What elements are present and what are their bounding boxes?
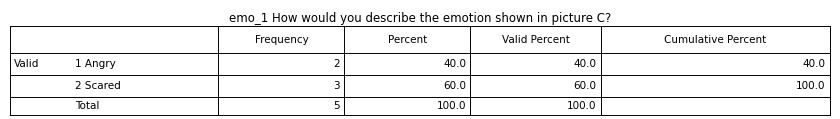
Text: 60.0: 60.0 [444,81,466,91]
Text: 40.0: 40.0 [444,59,466,69]
Text: 3: 3 [333,81,340,91]
Text: Total: Total [75,101,99,111]
Text: Cumulative Percent: Cumulative Percent [664,35,766,45]
Text: 100.0: 100.0 [796,81,826,91]
Text: Valid Percent: Valid Percent [501,35,570,45]
Text: Frequency: Frequency [255,35,308,45]
Text: 40.0: 40.0 [574,59,596,69]
Text: 60.0: 60.0 [574,81,596,91]
Text: 40.0: 40.0 [803,59,826,69]
Text: Percent: Percent [388,35,427,45]
Text: emo_1 How would you describe the emotion shown in picture C?: emo_1 How would you describe the emotion… [228,12,612,25]
Text: Valid: Valid [13,59,39,69]
Text: 2 Scared: 2 Scared [75,81,120,91]
Text: 1 Angry: 1 Angry [75,59,116,69]
Text: 100.0: 100.0 [567,101,596,111]
Text: 5: 5 [333,101,340,111]
Text: 100.0: 100.0 [437,101,466,111]
Text: 2: 2 [333,59,340,69]
